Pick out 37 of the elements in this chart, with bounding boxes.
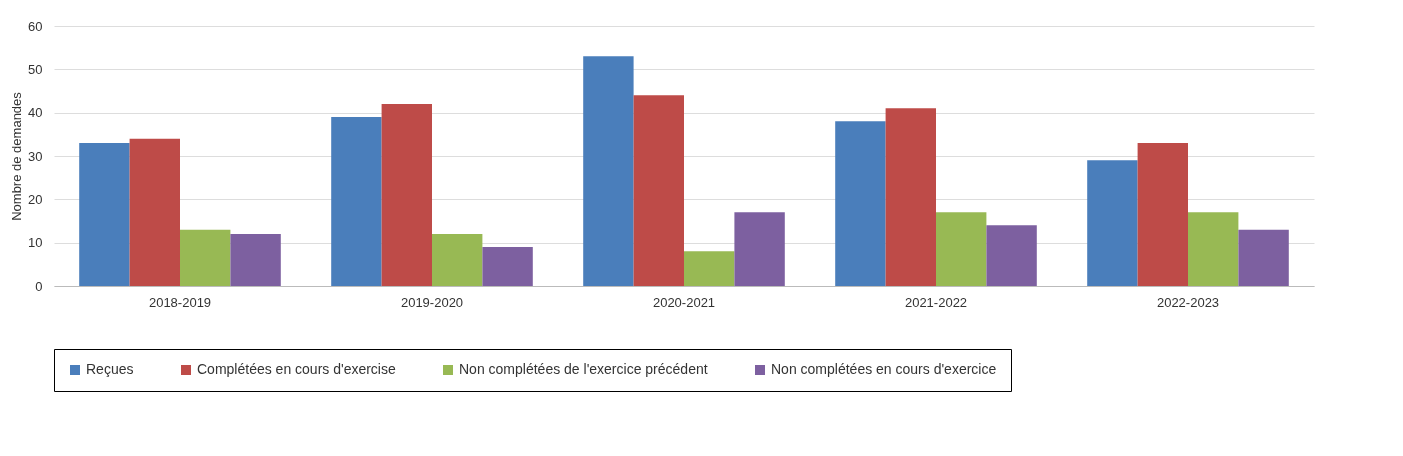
x-tick-label: 2022-2023 [1156,294,1220,310]
legend-label: Reçues [86,361,134,377]
y-tick-label: 50 [28,61,43,77]
bar [432,234,483,286]
bar [936,212,987,286]
bar [230,234,281,286]
bar [1238,229,1289,286]
x-tick-label: 2019-2020 [400,294,464,310]
bar [1137,143,1188,286]
y-tick-label: 40 [28,105,43,121]
x-tick-label: 2018-2019 [148,294,212,310]
y-tick-label: 0 [35,278,43,294]
bar [331,117,382,286]
bar [1087,160,1138,286]
bar [1188,212,1239,286]
x-tick-label: 2020-2021 [652,294,716,310]
legend-label: Non complétées en cours d'exercice [771,361,997,377]
x-tick-label: 2021-2022 [904,294,968,310]
y-tick-label: 20 [28,191,43,207]
bar [633,95,684,286]
bar [583,56,634,286]
y-axis-title: Nombre de demandes [9,91,25,221]
bar [79,143,130,286]
bar [381,104,432,286]
y-tick-label: 30 [28,148,43,164]
bar [482,247,533,286]
y-tick-label: 10 [28,235,43,251]
bar [885,108,936,286]
bar [835,121,886,286]
bar [734,212,785,286]
bar [180,229,231,286]
legend-label: Non complétées de l'exercice précédent [459,361,708,377]
legend-label: Complétées en cours d'exercise [197,361,396,377]
bar [986,225,1037,286]
bar [684,251,735,286]
bar [129,138,180,286]
y-tick-label: 60 [28,18,43,34]
